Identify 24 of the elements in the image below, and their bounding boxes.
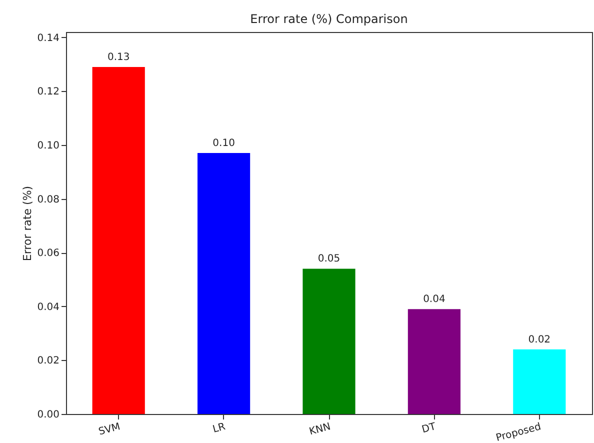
bar — [198, 153, 250, 414]
x-tick-label: DT — [420, 421, 438, 436]
bar — [92, 66, 145, 414]
y-tick-label: 0.08 — [37, 194, 60, 206]
y-tick-label: 0.10 — [37, 140, 60, 152]
bar — [408, 309, 460, 414]
bar — [302, 268, 356, 414]
y-axis-title: Error rate (%) — [21, 186, 34, 262]
y-tick-label: 0.06 — [37, 248, 60, 260]
y-tick-label: 0.00 — [37, 410, 60, 420]
data-label: 0.04 — [423, 294, 446, 306]
data-label: 0.02 — [528, 334, 551, 346]
y-tick-label: 0.14 — [37, 32, 60, 44]
y-tick-label: 0.12 — [37, 86, 60, 98]
data-label: 0.13 — [107, 52, 130, 63]
data-label: 0.05 — [318, 254, 340, 265]
chart-title: Error rate (%) Comparison — [250, 12, 408, 26]
data-label: 0.10 — [212, 138, 235, 150]
bar — [513, 349, 566, 414]
x-tick-label: SVM — [98, 422, 122, 438]
y-tick-label: 0.02 — [37, 356, 60, 367]
x-tick-label: LR — [212, 421, 227, 436]
x-tick-label: KNN — [308, 422, 332, 438]
y-tick-label: 0.04 — [37, 302, 60, 313]
